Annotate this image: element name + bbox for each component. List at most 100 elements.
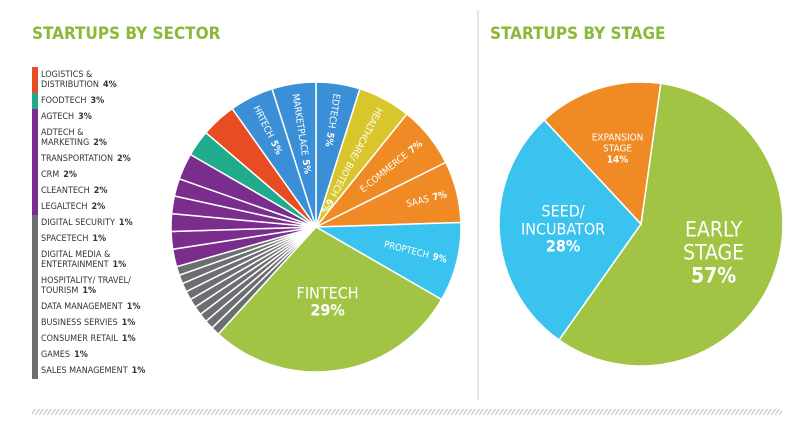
slice-value: 7% xyxy=(431,189,448,203)
legend-value: 1% xyxy=(112,260,127,270)
slice-label: EARLY STAGE 57% xyxy=(656,218,772,287)
legend-swatch xyxy=(32,215,38,231)
legend-swatch xyxy=(32,363,38,379)
legend-label: CONSUMER RETAIL xyxy=(41,334,118,344)
legend-item: CRM 2% xyxy=(32,167,151,183)
hatched-rule xyxy=(32,409,782,415)
legend-item: AGTECH 3% xyxy=(32,109,151,125)
legend-label: GAMES xyxy=(41,350,71,360)
legend-value: 3% xyxy=(90,96,105,106)
slice-value: 57% xyxy=(690,263,737,288)
legend-item: DIGITAL MEDIA & ENTERTAINMENT 1% xyxy=(32,247,151,273)
pie-slice xyxy=(313,221,462,301)
slice-value: 5% xyxy=(323,131,336,147)
legend-value: 1% xyxy=(82,286,97,296)
legend-label: ADTECH & MARKETING xyxy=(41,128,90,148)
slice-label: FINTECH 29% xyxy=(263,284,393,319)
legend-item: LEGALTECH 2% xyxy=(32,199,151,215)
legend-label: SPACETECH xyxy=(41,234,89,244)
legend-item: ADTECH & MARKETING 2% xyxy=(32,125,151,151)
legend-swatch xyxy=(32,331,38,347)
legend-label: BUSINESS SERVIES xyxy=(41,318,118,328)
slice-value: 28% xyxy=(545,236,581,256)
legend-swatch xyxy=(32,151,38,167)
legend-swatch xyxy=(32,347,38,363)
legend-value: 2% xyxy=(91,202,106,212)
legend-item: DATA MANAGEMENT 1% xyxy=(32,299,151,315)
legend-swatch xyxy=(32,67,38,93)
slice-label: SEED/ INCUBATOR 28% xyxy=(519,201,607,256)
legend-swatch xyxy=(32,247,38,273)
legend-item: CLEANTECH 2% xyxy=(32,183,151,199)
legend-swatch xyxy=(32,167,38,183)
legend-value: 1% xyxy=(126,302,141,312)
slice-value: 29% xyxy=(310,300,345,320)
legend-swatch xyxy=(32,183,38,199)
legend-swatch xyxy=(32,273,38,299)
legend-label: HOSPITALITY/ TRAVEL/ TOURISM xyxy=(41,276,131,296)
pie-slice xyxy=(217,226,443,373)
legend-item: BUSINESS SERVIES 1% xyxy=(32,315,151,331)
slice-value: 5% xyxy=(300,159,313,175)
pie-slice xyxy=(271,81,317,228)
legend-value: 1% xyxy=(121,318,136,328)
legend-item: GAMES 1% xyxy=(32,347,151,363)
legend-value: 1% xyxy=(74,350,88,360)
legend-value: 1% xyxy=(118,218,133,228)
legend-value: 2% xyxy=(63,170,78,180)
legend-label: SALES MANAGEMENT xyxy=(41,366,128,376)
legend-value: 2% xyxy=(93,138,107,148)
legend-swatch xyxy=(32,109,38,125)
legend-value: 3% xyxy=(78,112,92,122)
legend-item: TRANSPORTATION 2% xyxy=(32,151,151,167)
legend-item: LOGISTICS & DISTRIBUTION 4% xyxy=(32,67,151,93)
legend-label: TRANSPORTATION xyxy=(41,154,114,164)
legend-value: 1% xyxy=(121,334,136,344)
legend-label: LOGISTICS & DISTRIBUTION xyxy=(41,70,99,90)
legend-swatch xyxy=(32,125,38,151)
legend-label: DIGITAL SECURITY xyxy=(41,218,115,228)
chart-title: STARTUPS BY SECTOR xyxy=(32,24,221,44)
legend-label: CLEANTECH xyxy=(41,186,90,196)
slice-name: EARLY STAGE xyxy=(683,217,745,265)
legend-label: DATA MANAGEMENT xyxy=(41,302,123,312)
legend-value: 2% xyxy=(117,154,131,164)
legend-value: 1% xyxy=(92,234,107,244)
legend-item: CONSUMER RETAIL 1% xyxy=(32,331,151,347)
slice-name: EXPANSION STAGE xyxy=(591,132,644,155)
legend-swatch xyxy=(32,93,38,109)
slice-value: 9% xyxy=(431,251,448,265)
slice-name: EDTECH xyxy=(326,93,342,129)
legend-item: SPACETECH 1% xyxy=(32,231,151,247)
legend-label: FOODTECH xyxy=(41,96,87,106)
legend-swatch xyxy=(32,315,38,331)
legend-item: FOODTECH 3% xyxy=(32,93,151,109)
legend-label: AGTECH xyxy=(41,112,75,122)
legend-swatch xyxy=(32,299,38,315)
slice-name: SEED/ INCUBATOR xyxy=(520,201,606,239)
legend-item: DIGITAL SECURITY 1% xyxy=(32,215,151,231)
slice-name: SAAS xyxy=(405,193,430,209)
legend-label: DIGITAL MEDIA & ENTERTAINMENT xyxy=(41,250,111,270)
legend-value: 4% xyxy=(102,80,117,90)
legend-value: 1% xyxy=(131,366,146,376)
legend-swatch xyxy=(32,231,38,247)
pie-slice xyxy=(557,82,784,367)
slice-label: EXPANSION STAGE 14% xyxy=(590,133,645,166)
legend: LOGISTICS & DISTRIBUTION 4% FOODTECH 3% AGTE… xyxy=(32,67,182,382)
slice-name: FINTECH xyxy=(296,282,359,302)
legend-value: 2% xyxy=(93,186,108,196)
slice-value: 14% xyxy=(606,154,629,166)
chart-title: STARTUPS BY STAGE xyxy=(490,24,666,44)
pie-slice xyxy=(498,118,642,341)
slice-label: SAAS7% xyxy=(405,189,448,210)
slice-label: EDTECH 5% xyxy=(323,93,342,148)
pie-slice xyxy=(543,81,662,226)
legend-label: LEGALTECH xyxy=(41,202,88,212)
legend-label: CRM xyxy=(41,170,60,180)
legend-swatch xyxy=(32,199,38,215)
legend-item: HOSPITALITY/ TRAVEL/ TOURISM 1% xyxy=(32,273,151,299)
legend-item: SALES MANAGEMENT 1% xyxy=(32,363,151,379)
